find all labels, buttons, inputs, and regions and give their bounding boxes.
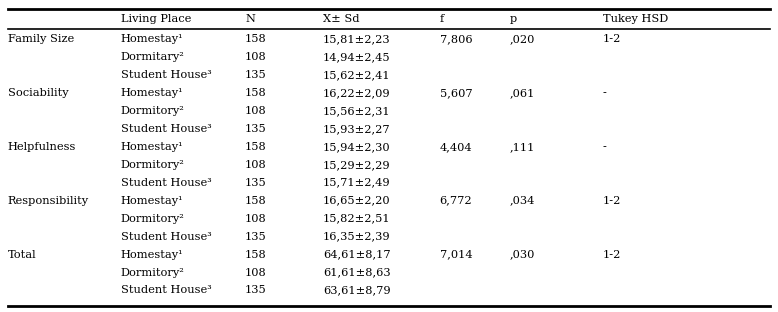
Text: 64,61±8,17: 64,61±8,17: [323, 250, 391, 260]
Text: Family Size: Family Size: [8, 34, 74, 44]
Text: Student House³: Student House³: [121, 232, 212, 241]
Text: Tukey HSD: Tukey HSD: [603, 14, 668, 24]
Text: 14,94±2,45: 14,94±2,45: [323, 52, 391, 62]
Text: 15,93±2,27: 15,93±2,27: [323, 124, 391, 134]
Text: Sociability: Sociability: [8, 88, 68, 98]
Text: 158: 158: [245, 142, 267, 152]
Text: 15,94±2,30: 15,94±2,30: [323, 142, 391, 152]
Text: Homestay¹: Homestay¹: [121, 142, 183, 152]
Text: 158: 158: [245, 88, 267, 98]
Text: 1-2: 1-2: [603, 196, 622, 206]
Text: 15,56±2,31: 15,56±2,31: [323, 106, 391, 116]
Text: Homestay¹: Homestay¹: [121, 34, 183, 44]
Text: 1-2: 1-2: [603, 250, 622, 260]
Text: 108: 108: [245, 214, 267, 224]
Text: ,030: ,030: [510, 250, 535, 260]
Text: Dormitory²: Dormitory²: [121, 106, 184, 116]
Text: 135: 135: [245, 285, 267, 295]
Text: Dormitory²: Dormitory²: [121, 267, 184, 278]
Text: 15,29±2,29: 15,29±2,29: [323, 160, 391, 170]
Text: 135: 135: [245, 70, 267, 80]
Text: Student House³: Student House³: [121, 178, 212, 188]
Text: Dormitory²: Dormitory²: [121, 214, 184, 224]
Text: f: f: [440, 14, 443, 24]
Text: 158: 158: [245, 196, 267, 206]
Text: 108: 108: [245, 52, 267, 62]
Text: Student House³: Student House³: [121, 124, 212, 134]
Text: ,020: ,020: [510, 34, 535, 44]
Text: Living Place: Living Place: [121, 14, 191, 24]
Text: 1-2: 1-2: [603, 34, 622, 44]
Text: Student House³: Student House³: [121, 70, 212, 80]
Text: N: N: [245, 14, 255, 24]
Text: Student House³: Student House³: [121, 285, 212, 295]
Text: Helpfulness: Helpfulness: [8, 142, 76, 152]
Text: 158: 158: [245, 34, 267, 44]
Text: -: -: [603, 142, 607, 152]
Text: Homestay¹: Homestay¹: [121, 196, 183, 206]
Text: 16,35±2,39: 16,35±2,39: [323, 232, 391, 241]
Text: 15,62±2,41: 15,62±2,41: [323, 70, 391, 80]
Text: 7,806: 7,806: [440, 34, 472, 44]
Text: Homestay¹: Homestay¹: [121, 88, 183, 98]
Text: 108: 108: [245, 106, 267, 116]
Text: ,111: ,111: [510, 142, 535, 152]
Text: 108: 108: [245, 160, 267, 170]
Text: 158: 158: [245, 250, 267, 260]
Text: 15,81±2,23: 15,81±2,23: [323, 34, 391, 44]
Text: X± Sd: X± Sd: [323, 14, 359, 24]
Text: 16,65±2,20: 16,65±2,20: [323, 196, 391, 206]
Text: 108: 108: [245, 267, 267, 278]
Text: 15,71±2,49: 15,71±2,49: [323, 178, 391, 188]
Text: 63,61±8,79: 63,61±8,79: [323, 285, 391, 295]
Text: p: p: [510, 14, 517, 24]
Text: ,034: ,034: [510, 196, 535, 206]
Text: Homestay¹: Homestay¹: [121, 250, 183, 260]
Text: 15,82±2,51: 15,82±2,51: [323, 214, 391, 224]
Text: 5,607: 5,607: [440, 88, 472, 98]
Text: -: -: [603, 88, 607, 98]
Text: Dormitary²: Dormitary²: [121, 52, 184, 62]
Text: 61,61±8,63: 61,61±8,63: [323, 267, 391, 278]
Text: 135: 135: [245, 232, 267, 241]
Text: Responsibility: Responsibility: [8, 196, 89, 206]
Text: Dormitory²: Dormitory²: [121, 160, 184, 170]
Text: 4,404: 4,404: [440, 142, 472, 152]
Text: 135: 135: [245, 124, 267, 134]
Text: 135: 135: [245, 178, 267, 188]
Text: 7,014: 7,014: [440, 250, 472, 260]
Text: ,061: ,061: [510, 88, 535, 98]
Text: Total: Total: [8, 250, 37, 260]
Text: 6,772: 6,772: [440, 196, 472, 206]
Text: 16,22±2,09: 16,22±2,09: [323, 88, 391, 98]
